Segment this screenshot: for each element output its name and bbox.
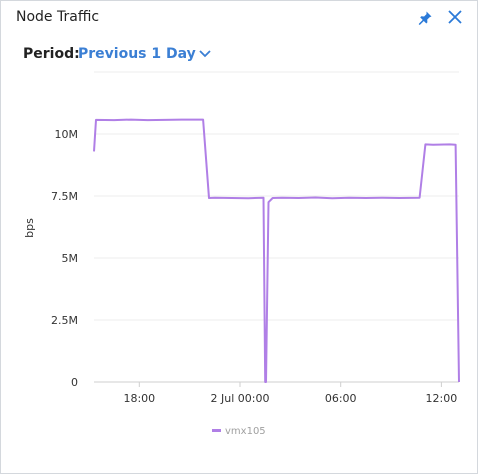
x-tick-label: 18:00 <box>123 392 155 405</box>
pin-icon <box>418 11 432 25</box>
panel-title: Node Traffic <box>16 9 100 25</box>
y-tick-label: 2.5M <box>51 314 78 327</box>
y-axis-label: bps <box>23 218 36 238</box>
y-tick-label: 0 <box>71 376 78 389</box>
chart-legend[interactable]: vmx105 <box>212 426 266 437</box>
x-tick-label: 12:00 <box>426 392 458 405</box>
legend-swatch <box>212 429 221 432</box>
chart-series <box>93 118 460 383</box>
chart-grid <box>94 71 459 383</box>
x-tick-label: 06:00 <box>325 392 357 405</box>
legend-item[interactable]: vmx105 <box>212 426 266 437</box>
x-tick-label: 2 Jul 00:00 <box>211 392 270 405</box>
close-icon <box>448 10 462 24</box>
series-line-vmx105 <box>93 118 460 383</box>
period-dropdown[interactable]: Previous 1 Day <box>78 46 212 62</box>
close-button[interactable] <box>446 8 464 26</box>
x-axis: 18:00 2 Jul 00:00 06:00 12:00 <box>123 382 457 405</box>
pin-button[interactable] <box>416 9 434 27</box>
period-value: Previous 1 Day <box>78 46 196 62</box>
y-tick-label: 5M <box>62 252 79 265</box>
y-axis: 0 2.5M 5M 7.5M 10M <box>51 128 78 389</box>
y-tick-label: 7.5M <box>51 190 78 203</box>
period-label: Period: <box>23 46 80 62</box>
legend-label: vmx105 <box>225 426 266 437</box>
chevron-down-icon <box>199 50 211 58</box>
y-tick-label: 10M <box>55 128 79 141</box>
